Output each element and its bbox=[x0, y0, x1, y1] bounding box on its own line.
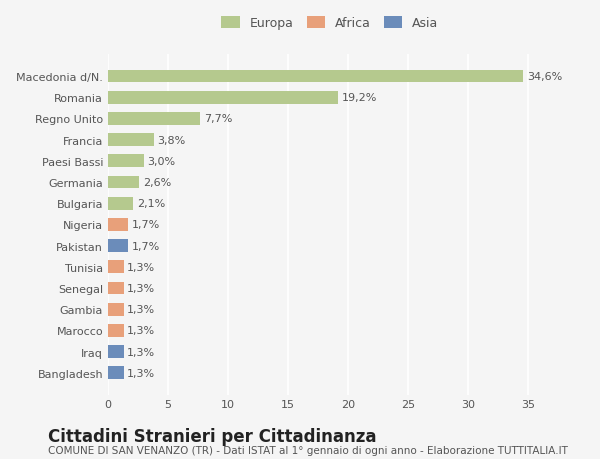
Text: 2,1%: 2,1% bbox=[137, 199, 165, 209]
Bar bbox=[108, 261, 124, 274]
Text: 1,3%: 1,3% bbox=[127, 368, 155, 378]
Bar bbox=[108, 71, 523, 83]
Text: 1,7%: 1,7% bbox=[132, 220, 160, 230]
Text: 1,3%: 1,3% bbox=[127, 347, 155, 357]
Text: 3,8%: 3,8% bbox=[157, 135, 185, 146]
Bar bbox=[108, 92, 338, 104]
Text: Cittadini Stranieri per Cittadinanza: Cittadini Stranieri per Cittadinanza bbox=[48, 427, 377, 445]
Text: COMUNE DI SAN VENANZO (TR) - Dati ISTAT al 1° gennaio di ogni anno - Elaborazion: COMUNE DI SAN VENANZO (TR) - Dati ISTAT … bbox=[48, 445, 568, 455]
Bar bbox=[108, 134, 154, 147]
Text: 3,0%: 3,0% bbox=[148, 157, 176, 167]
Text: 1,7%: 1,7% bbox=[132, 241, 160, 251]
Bar bbox=[108, 282, 124, 295]
Bar bbox=[108, 176, 139, 189]
Bar bbox=[108, 325, 124, 337]
Bar bbox=[108, 155, 144, 168]
Text: 1,3%: 1,3% bbox=[127, 262, 155, 272]
Bar bbox=[108, 197, 133, 210]
Bar bbox=[108, 113, 200, 125]
Bar bbox=[108, 367, 124, 379]
Legend: Europa, Africa, Asia: Europa, Africa, Asia bbox=[221, 17, 439, 30]
Text: 1,3%: 1,3% bbox=[127, 304, 155, 314]
Bar bbox=[108, 303, 124, 316]
Text: 7,7%: 7,7% bbox=[204, 114, 232, 124]
Text: 2,6%: 2,6% bbox=[143, 178, 171, 188]
Text: 1,3%: 1,3% bbox=[127, 326, 155, 336]
Bar bbox=[108, 346, 124, 358]
Text: 19,2%: 19,2% bbox=[342, 93, 377, 103]
Bar bbox=[108, 218, 128, 231]
Text: 1,3%: 1,3% bbox=[127, 283, 155, 293]
Text: 34,6%: 34,6% bbox=[527, 72, 562, 82]
Bar bbox=[108, 240, 128, 252]
